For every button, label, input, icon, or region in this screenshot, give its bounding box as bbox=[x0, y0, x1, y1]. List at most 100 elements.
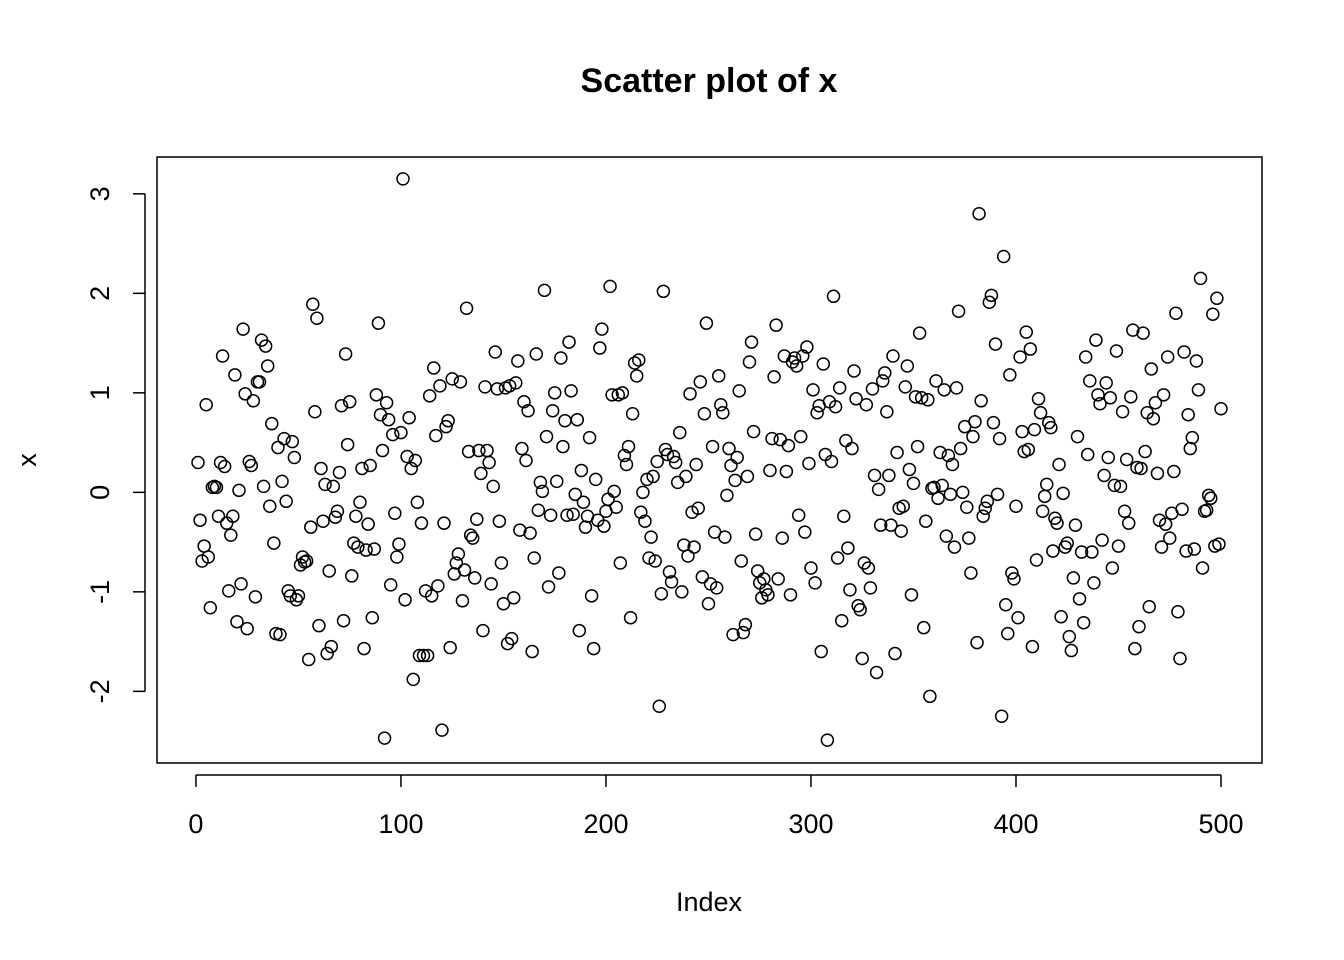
x-tick-label: 500 bbox=[1198, 809, 1243, 839]
point bbox=[324, 639, 339, 654]
point bbox=[1156, 388, 1171, 402]
point bbox=[984, 288, 999, 303]
point bbox=[1138, 444, 1152, 459]
point bbox=[1070, 429, 1085, 444]
point bbox=[1076, 615, 1091, 630]
point bbox=[336, 613, 351, 628]
point bbox=[470, 512, 484, 526]
point bbox=[332, 465, 347, 480]
point bbox=[342, 395, 357, 409]
point bbox=[988, 337, 1003, 351]
point bbox=[681, 549, 695, 563]
point bbox=[906, 476, 921, 491]
point bbox=[646, 469, 660, 484]
point bbox=[1148, 396, 1163, 410]
point bbox=[531, 503, 546, 518]
point bbox=[716, 405, 730, 420]
point bbox=[1101, 450, 1115, 465]
point bbox=[931, 491, 945, 506]
point bbox=[968, 414, 982, 429]
point bbox=[1167, 464, 1181, 479]
point bbox=[1060, 536, 1074, 550]
point bbox=[656, 284, 671, 299]
point bbox=[627, 356, 642, 370]
point bbox=[636, 485, 650, 500]
point bbox=[238, 387, 252, 401]
point bbox=[449, 556, 464, 570]
point bbox=[537, 283, 552, 298]
point bbox=[435, 723, 449, 737]
x-tick-label: 300 bbox=[788, 809, 833, 839]
point bbox=[351, 540, 365, 554]
point bbox=[1019, 325, 1033, 339]
point bbox=[539, 429, 554, 444]
point bbox=[779, 464, 794, 479]
point bbox=[566, 507, 580, 521]
point bbox=[1210, 291, 1224, 306]
point bbox=[675, 585, 689, 599]
point bbox=[301, 652, 316, 667]
point bbox=[271, 440, 285, 455]
point bbox=[1126, 323, 1140, 337]
point bbox=[755, 591, 769, 605]
point bbox=[1074, 545, 1089, 559]
point bbox=[213, 455, 228, 470]
point bbox=[863, 581, 878, 595]
point bbox=[304, 520, 318, 534]
point bbox=[455, 594, 470, 608]
point bbox=[363, 458, 377, 473]
point bbox=[1212, 537, 1226, 551]
point bbox=[1160, 350, 1175, 364]
x-tick-label: 100 bbox=[378, 809, 423, 839]
point bbox=[586, 641, 601, 656]
point bbox=[666, 449, 681, 464]
point bbox=[734, 554, 749, 568]
point bbox=[994, 709, 1009, 723]
point bbox=[365, 610, 380, 625]
point bbox=[400, 449, 414, 464]
point bbox=[728, 473, 742, 488]
point bbox=[554, 351, 568, 365]
point bbox=[1175, 502, 1189, 517]
point bbox=[808, 576, 822, 590]
point bbox=[375, 443, 390, 458]
point bbox=[1080, 447, 1095, 462]
point bbox=[572, 623, 587, 638]
point bbox=[623, 610, 638, 625]
point bbox=[1054, 609, 1068, 624]
point bbox=[267, 536, 281, 550]
point bbox=[912, 326, 927, 340]
point bbox=[775, 531, 790, 545]
point bbox=[422, 389, 437, 403]
point bbox=[1013, 350, 1027, 364]
point bbox=[593, 341, 607, 355]
point bbox=[732, 384, 746, 398]
point bbox=[523, 526, 537, 540]
point bbox=[1005, 566, 1019, 580]
point bbox=[986, 415, 1001, 430]
point bbox=[1003, 368, 1017, 382]
point bbox=[465, 531, 480, 545]
point bbox=[404, 461, 418, 476]
point bbox=[1111, 539, 1126, 553]
point bbox=[236, 322, 250, 336]
point bbox=[1091, 388, 1105, 402]
point bbox=[894, 524, 908, 538]
point bbox=[1062, 629, 1077, 644]
point bbox=[541, 580, 556, 594]
point bbox=[1009, 499, 1023, 514]
point bbox=[841, 541, 855, 555]
point bbox=[828, 400, 843, 414]
point bbox=[806, 383, 820, 397]
chart-title: Scatter plot of x bbox=[581, 62, 838, 100]
point bbox=[888, 646, 902, 661]
point bbox=[693, 375, 708, 389]
point bbox=[761, 588, 775, 602]
point bbox=[1044, 420, 1058, 435]
point bbox=[1144, 362, 1159, 376]
point bbox=[482, 455, 496, 470]
point bbox=[1050, 516, 1064, 530]
point bbox=[1085, 545, 1099, 559]
point bbox=[496, 597, 511, 611]
point bbox=[217, 459, 232, 474]
